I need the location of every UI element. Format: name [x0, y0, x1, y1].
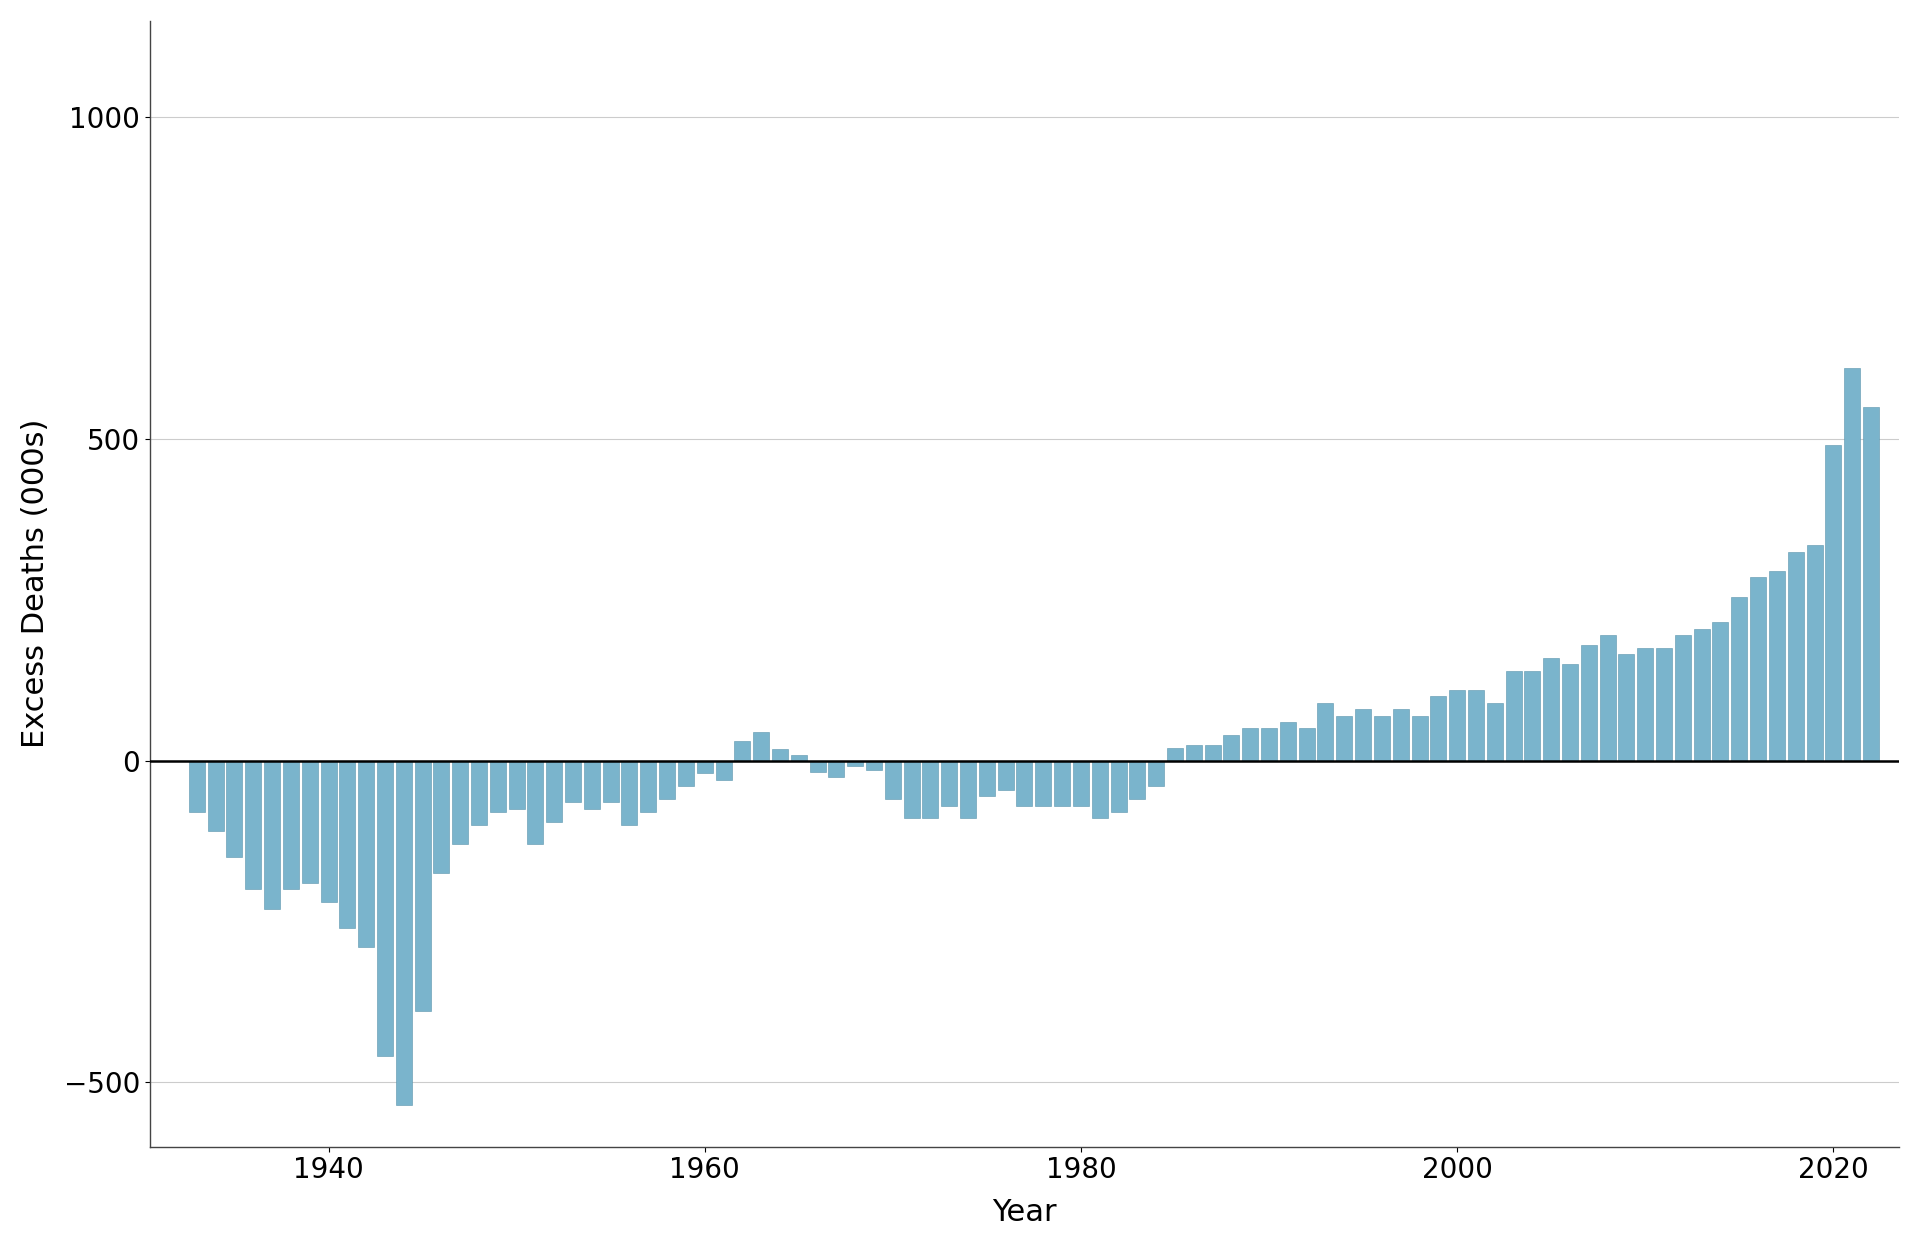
Bar — [1826, 446, 1841, 760]
Bar — [1788, 552, 1803, 760]
Bar — [1450, 690, 1465, 760]
Bar — [1092, 760, 1108, 819]
Bar — [1261, 729, 1277, 760]
Bar — [979, 760, 995, 796]
Bar — [1148, 760, 1164, 786]
Bar — [1073, 760, 1089, 806]
Bar — [847, 760, 864, 766]
Bar — [1732, 597, 1747, 760]
Bar — [1843, 368, 1860, 760]
Bar — [396, 760, 411, 1104]
Bar — [904, 760, 920, 819]
Bar — [1411, 715, 1427, 760]
Bar — [622, 760, 637, 825]
Bar — [282, 760, 300, 890]
Bar — [791, 755, 806, 760]
Bar — [1807, 545, 1822, 760]
Bar — [733, 741, 751, 760]
Bar — [1204, 745, 1221, 760]
Bar — [678, 760, 693, 786]
Bar — [528, 760, 543, 844]
Bar — [1580, 645, 1597, 760]
Bar — [188, 760, 205, 812]
Bar — [547, 760, 563, 821]
X-axis label: Year: Year — [993, 1198, 1056, 1227]
Bar — [1713, 623, 1728, 760]
Bar — [1242, 729, 1258, 760]
Bar — [1638, 648, 1653, 760]
Bar — [1129, 760, 1146, 799]
Bar — [716, 760, 732, 780]
Bar — [470, 760, 488, 825]
Bar — [227, 760, 242, 857]
Bar — [321, 760, 336, 902]
Bar — [1674, 635, 1692, 760]
Bar — [1599, 635, 1615, 760]
Bar — [1563, 664, 1578, 760]
Bar — [639, 760, 657, 812]
Bar — [960, 760, 975, 819]
Bar — [434, 760, 449, 874]
Bar — [1505, 670, 1521, 760]
Bar — [1317, 703, 1334, 760]
Bar — [415, 760, 430, 1011]
Bar — [1768, 570, 1786, 760]
Bar — [509, 760, 524, 809]
Bar — [828, 760, 845, 776]
Bar — [1544, 658, 1559, 760]
Y-axis label: Excess Deaths (000s): Excess Deaths (000s) — [21, 419, 50, 749]
Bar — [1486, 703, 1503, 760]
Bar — [941, 760, 958, 806]
Bar — [453, 760, 468, 844]
Bar — [1035, 760, 1052, 806]
Bar — [1619, 654, 1634, 760]
Bar — [1298, 729, 1315, 760]
Bar — [810, 760, 826, 773]
Bar — [265, 760, 280, 909]
Bar — [753, 731, 770, 760]
Bar — [1430, 696, 1446, 760]
Bar — [1187, 745, 1202, 760]
Bar — [1751, 578, 1766, 760]
Bar — [376, 760, 394, 1057]
Bar — [998, 760, 1014, 790]
Bar — [207, 760, 223, 831]
Bar — [1392, 709, 1409, 760]
Bar — [922, 760, 939, 819]
Bar — [772, 749, 787, 760]
Bar — [564, 760, 582, 802]
Bar — [1657, 648, 1672, 760]
Bar — [866, 760, 881, 770]
Bar — [1336, 715, 1352, 760]
Bar — [1281, 723, 1296, 760]
Bar — [584, 760, 599, 809]
Bar — [603, 760, 618, 802]
Bar — [490, 760, 505, 812]
Bar — [1524, 670, 1540, 760]
Bar — [359, 760, 374, 947]
Bar — [885, 760, 900, 799]
Bar — [1054, 760, 1069, 806]
Bar — [1375, 715, 1390, 760]
Bar — [1356, 709, 1371, 760]
Bar — [1167, 748, 1183, 760]
Bar — [1469, 690, 1484, 760]
Bar — [246, 760, 261, 890]
Bar — [659, 760, 676, 799]
Bar — [301, 760, 317, 882]
Bar — [1862, 407, 1880, 760]
Bar — [1223, 735, 1240, 760]
Bar — [340, 760, 355, 927]
Bar — [1016, 760, 1033, 806]
Bar — [697, 760, 712, 774]
Bar — [1693, 629, 1709, 760]
Bar — [1110, 760, 1127, 812]
